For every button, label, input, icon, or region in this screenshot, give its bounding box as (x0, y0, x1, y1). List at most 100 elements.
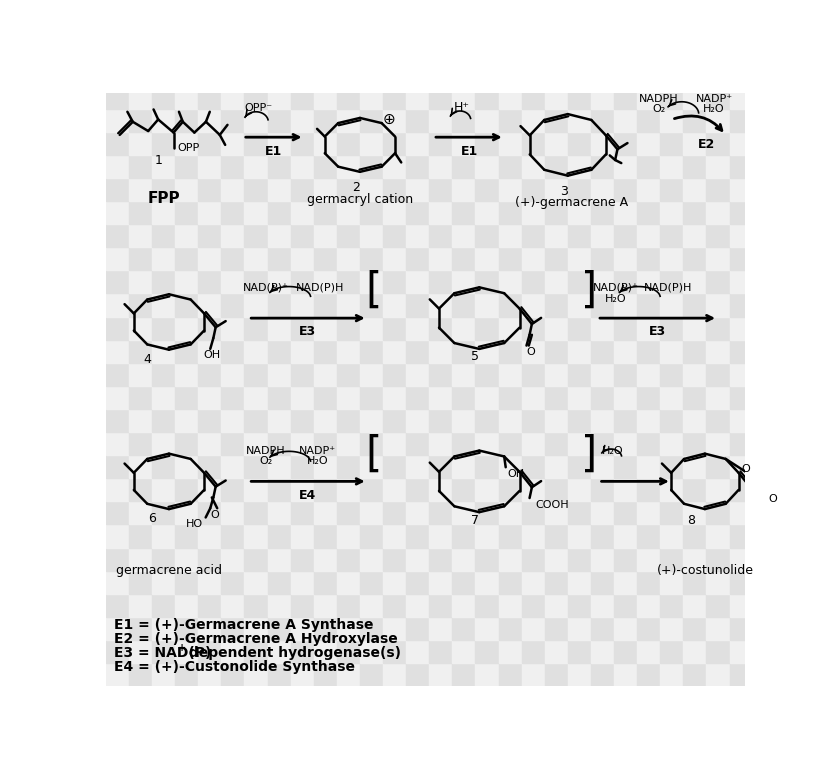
Bar (429, 501, 452, 524)
Bar (290, 617, 314, 640)
Bar (198, 294, 222, 317)
Bar (683, 62, 706, 86)
Bar (267, 271, 290, 294)
Bar (175, 640, 198, 663)
Bar (222, 617, 244, 640)
Bar (152, 224, 175, 247)
Bar (429, 317, 452, 340)
Bar (706, 594, 730, 617)
Bar (106, 594, 129, 617)
Bar (337, 86, 360, 109)
Bar (152, 524, 175, 547)
Bar (521, 409, 544, 432)
Bar (452, 294, 476, 317)
Bar (499, 109, 521, 132)
Bar (222, 247, 244, 271)
Bar (314, 224, 337, 247)
Bar (314, 62, 337, 86)
Bar (429, 363, 452, 386)
Text: 6: 6 (148, 512, 156, 525)
Bar (452, 363, 476, 386)
Bar (499, 640, 521, 663)
Bar (337, 663, 360, 686)
Text: [: [ (366, 270, 382, 312)
Bar (198, 409, 222, 432)
Bar (337, 201, 360, 224)
Bar (706, 478, 730, 501)
Bar (591, 363, 614, 386)
Bar (706, 132, 730, 155)
Bar (521, 363, 544, 386)
Bar (544, 86, 568, 109)
Bar (452, 640, 476, 663)
Bar (152, 547, 175, 571)
Bar (106, 109, 129, 132)
Bar (314, 178, 337, 201)
Bar (544, 340, 568, 363)
Bar (406, 409, 429, 432)
Bar (568, 432, 591, 455)
Text: OPP⁻: OPP⁻ (244, 103, 272, 113)
Text: OPP: OPP (178, 143, 200, 153)
Bar (290, 62, 314, 86)
Bar (499, 86, 521, 109)
Bar (706, 340, 730, 363)
Bar (267, 178, 290, 201)
Bar (290, 271, 314, 294)
Bar (198, 247, 222, 271)
Bar (452, 271, 476, 294)
Bar (106, 86, 129, 109)
Bar (267, 62, 290, 86)
Bar (198, 271, 222, 294)
Bar (476, 62, 499, 86)
Bar (730, 386, 753, 409)
Bar (222, 571, 244, 594)
Bar (753, 109, 776, 132)
Bar (614, 432, 637, 455)
Bar (152, 155, 175, 178)
Bar (660, 594, 683, 617)
Bar (244, 363, 267, 386)
Bar (683, 271, 706, 294)
Bar (499, 409, 521, 432)
Bar (406, 386, 429, 409)
Bar (267, 247, 290, 271)
Bar (614, 247, 637, 271)
Bar (614, 547, 637, 571)
Bar (568, 62, 591, 86)
Bar (452, 86, 476, 109)
Bar (383, 155, 406, 178)
Bar (544, 547, 568, 571)
Bar (683, 317, 706, 340)
Bar (383, 132, 406, 155)
Bar (521, 317, 544, 340)
Bar (591, 571, 614, 594)
Bar (175, 86, 198, 109)
Text: NAD(P)⁺: NAD(P)⁺ (243, 282, 289, 292)
Bar (337, 594, 360, 617)
Bar (244, 62, 267, 86)
Bar (591, 432, 614, 455)
Bar (706, 501, 730, 524)
Bar (637, 571, 660, 594)
Bar (337, 340, 360, 363)
Text: H₂O: H₂O (602, 446, 623, 456)
Bar (706, 271, 730, 294)
Bar (476, 386, 499, 409)
Bar (337, 478, 360, 501)
Bar (406, 224, 429, 247)
Bar (476, 640, 499, 663)
Bar (383, 594, 406, 617)
Bar (337, 432, 360, 455)
Bar (290, 524, 314, 547)
Text: dependent hydrogenase(s): dependent hydrogenase(s) (183, 646, 401, 660)
Text: (+)-costunolide: (+)-costunolide (657, 564, 754, 577)
Text: H⁺: H⁺ (453, 102, 470, 114)
Bar (175, 663, 198, 686)
Bar (637, 247, 660, 271)
Bar (591, 501, 614, 524)
Bar (476, 340, 499, 363)
Bar (383, 571, 406, 594)
Bar (660, 109, 683, 132)
Text: 1: 1 (154, 154, 162, 167)
